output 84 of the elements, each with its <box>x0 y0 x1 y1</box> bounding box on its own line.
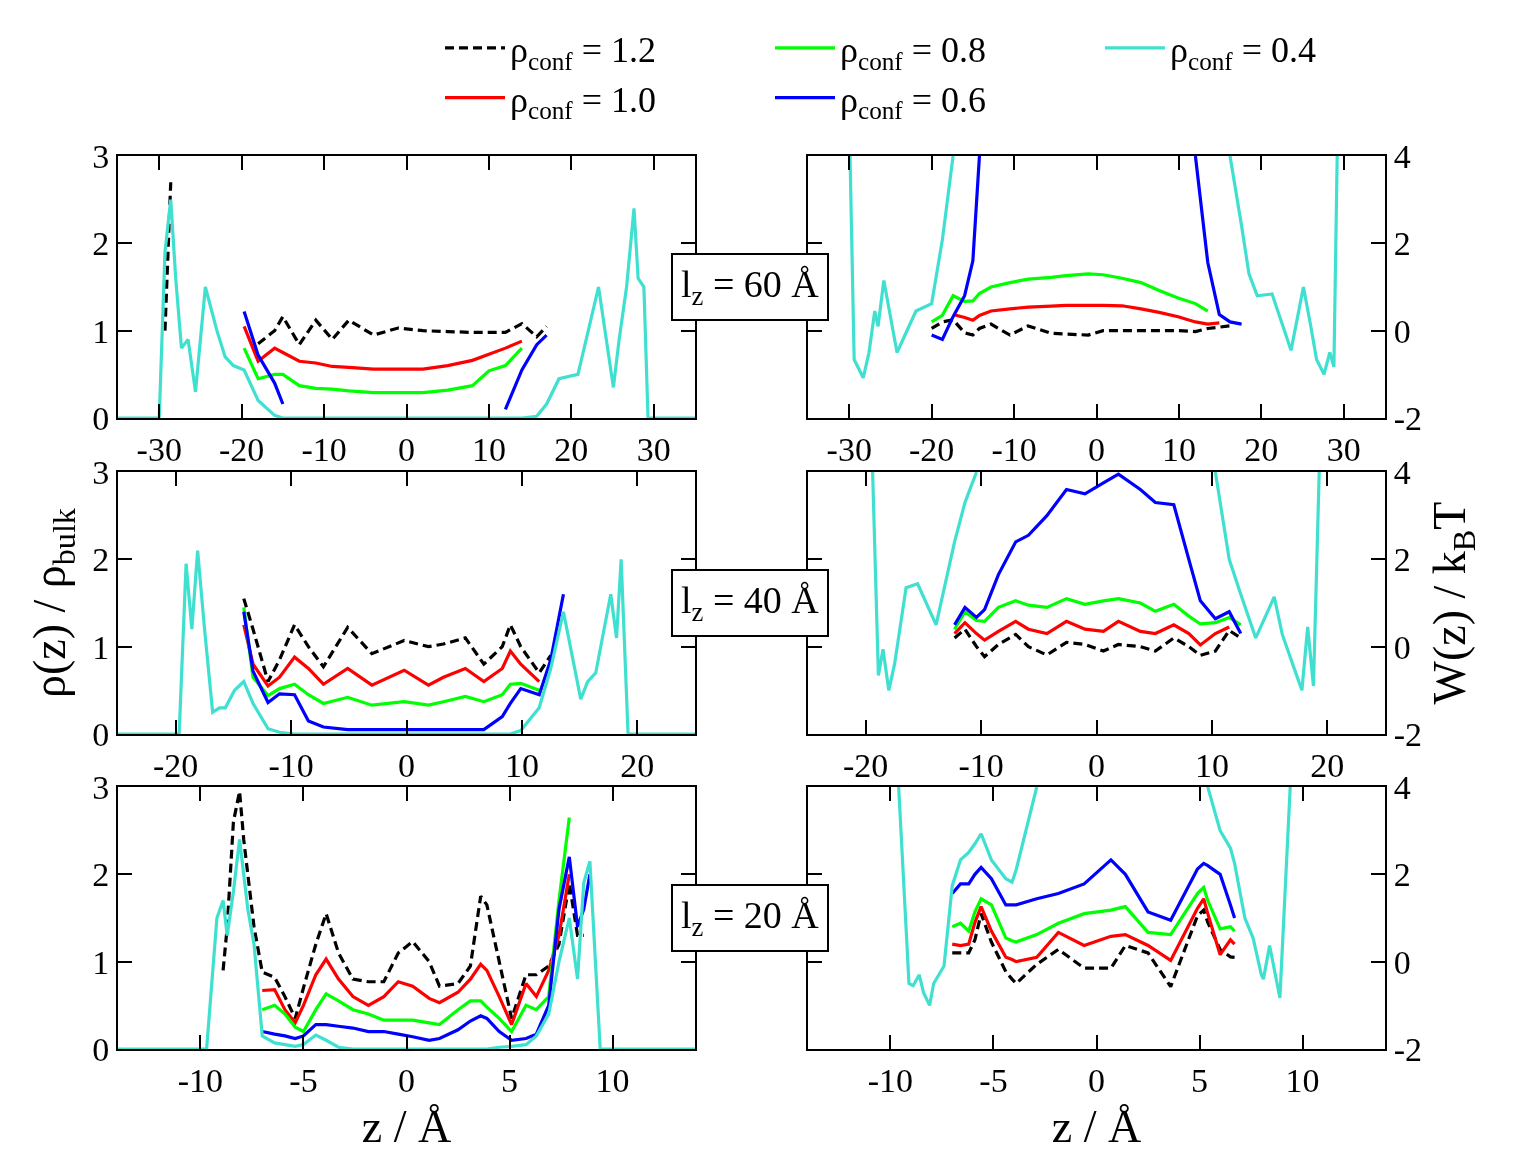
legend-label: ρ$_{conf}$ = 1.2 <box>510 29 657 75</box>
y-tick-label: -2 <box>1393 1030 1423 1068</box>
y-tick-label: 2 <box>92 856 110 894</box>
line-series <box>242 324 524 371</box>
line-series <box>950 908 1237 989</box>
line-series <box>930 272 1210 324</box>
legend-label: ρ$_{conf}$ = 0.8 <box>840 29 987 75</box>
x-tick-label: 20 <box>1310 746 1345 784</box>
y-tick-label: -2 <box>1393 399 1423 437</box>
x-tick-label: -5 <box>289 1061 318 1099</box>
x-tick-label: 20 <box>1244 430 1279 468</box>
x-tick-label: 0 <box>1088 430 1105 468</box>
y-tick-label: 4 <box>1393 137 1411 175</box>
line-series <box>260 872 571 1027</box>
line-series <box>260 855 592 1042</box>
y-tick-label: 2 <box>1393 541 1411 579</box>
x-tick-label: -20 <box>843 746 889 784</box>
x-tick-label: 10 <box>1161 430 1196 468</box>
x-tick-label: 0 <box>1088 1061 1105 1099</box>
x-tick-label: -30 <box>826 430 872 468</box>
y-tick-label: 1 <box>92 628 110 666</box>
annotation: l$_{z}$ = 20 Å <box>681 894 820 942</box>
y-tick-label: -2 <box>1393 715 1423 753</box>
line-series <box>952 472 1243 636</box>
y-tick-label: 4 <box>1393 453 1411 491</box>
x-tick-label: 20 <box>554 430 589 468</box>
x-tick-label: -20 <box>218 430 265 468</box>
line-series <box>952 597 1243 631</box>
x-tick-label: -10 <box>958 746 1004 784</box>
x-tick-label: -5 <box>979 1061 1008 1099</box>
y-tick-label: 2 <box>92 541 110 579</box>
x-tick-label: 30 <box>1326 430 1361 468</box>
y-tick-label: 0 <box>92 1030 110 1068</box>
line-series <box>930 318 1232 337</box>
line-series <box>242 592 566 732</box>
annotation: l$_{z}$ = 60 Å <box>681 263 820 311</box>
x-axis-title: z / Å <box>361 1101 452 1152</box>
x-tick-label: 0 <box>398 746 415 784</box>
annotation: l$_{z}$ = 40 Å <box>681 579 820 627</box>
x-tick-label: -10 <box>867 1061 914 1099</box>
y-tick-label: 3 <box>92 453 110 491</box>
y-tick-label: 0 <box>1393 628 1411 666</box>
y-tick-label: 4 <box>1393 768 1411 806</box>
y-tick-label: 0 <box>1393 312 1411 350</box>
x-tick-label: 5 <box>501 1061 519 1099</box>
x-tick-label: 10 <box>1285 1061 1320 1099</box>
line-series <box>242 346 524 395</box>
line-series <box>242 597 553 684</box>
y-tick-label: 0 <box>92 715 110 753</box>
y-tick-label: 1 <box>92 312 110 350</box>
y-tick-label: 2 <box>92 225 110 263</box>
x-tick-label: 5 <box>1191 1061 1209 1099</box>
x-tick-label: 10 <box>471 430 506 468</box>
line-series <box>950 858 1237 922</box>
x-tick-label: -10 <box>991 430 1037 468</box>
x-tick-label: -20 <box>908 430 955 468</box>
line-series <box>952 619 1231 647</box>
x-tick-label: -10 <box>268 746 314 784</box>
y-tick-label: 2 <box>1393 225 1411 263</box>
legend-label: ρ$_{conf}$ = 1.0 <box>510 79 657 125</box>
line-series <box>950 885 1237 944</box>
x-tick-label: 0 <box>398 430 415 468</box>
x-tick-label: -10 <box>177 1061 224 1099</box>
y-tick-label: 3 <box>92 137 110 175</box>
x-tick-label: -30 <box>136 430 182 468</box>
x-tick-label: 20 <box>620 746 655 784</box>
y-tick-label: 0 <box>1393 943 1411 981</box>
x-tick-label: 10 <box>595 1061 630 1099</box>
x-tick-label: 0 <box>1088 746 1105 784</box>
y-tick-label: 3 <box>92 768 110 806</box>
x-tick-label: -20 <box>153 746 199 784</box>
x-tick-label: 0 <box>398 1061 415 1099</box>
x-tick-label: -10 <box>301 430 347 468</box>
y-tick-label: 1 <box>92 943 110 981</box>
x-tick-label: 10 <box>1194 746 1229 784</box>
y-tick-label: 2 <box>1393 856 1411 894</box>
line-series <box>950 897 1237 964</box>
y-tick-label: 0 <box>92 399 110 437</box>
x-tick-label: 30 <box>636 430 671 468</box>
line-series <box>242 623 541 688</box>
x-axis-title: z / Å <box>1051 1101 1142 1152</box>
legend-label: ρ$_{conf}$ = 0.4 <box>1170 29 1317 75</box>
x-tick-label: 10 <box>504 746 539 784</box>
legend-label: ρ$_{conf}$ = 0.6 <box>840 79 987 125</box>
